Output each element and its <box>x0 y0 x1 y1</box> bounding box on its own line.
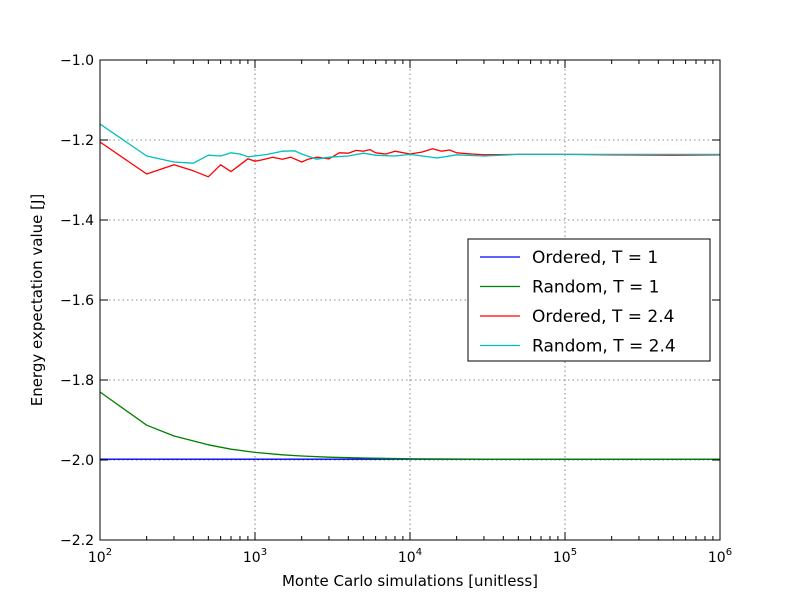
legend: Ordered, T = 1 Random, T = 1 Ordered, T = … <box>467 238 711 362</box>
y-tick-label: −1.2 <box>60 133 94 149</box>
series-group <box>99 123 721 460</box>
x-tick-label: 102 <box>88 547 112 566</box>
y-tick-label: −1.6 <box>60 293 94 309</box>
x-tick-label: 105 <box>553 547 577 566</box>
series-line-4 <box>99 123 720 164</box>
x-tick-label: 103 <box>243 547 267 566</box>
legend-label: Random, T = 2.4 <box>532 337 676 357</box>
x-axis-label: Monte Carlo simulations [unitless] <box>282 572 538 590</box>
x-tick-label: 104 <box>398 547 422 566</box>
legend-box <box>467 238 711 362</box>
legend-label: Random, T = 1 <box>532 278 659 298</box>
y-tick-label: −2.0 <box>60 453 94 469</box>
y-tick-label: −1.4 <box>60 213 94 229</box>
ticks <box>99 59 721 541</box>
series-line-2 <box>99 391 720 460</box>
y-tick-label: −1.8 <box>60 373 94 389</box>
series-line-3 <box>99 141 721 178</box>
legend-label: Ordered, T = 2.4 <box>532 307 674 327</box>
legend-label: Ordered, T = 1 <box>532 248 658 268</box>
y-tick-label: −2.2 <box>60 533 94 549</box>
y-axis-label: Energy expectation value [J] <box>28 194 46 407</box>
tick-labels: 102 103 104 105 106 −1.0 −1.2 −1.4 −1.6 −1.8 −2.0 −… <box>60 53 732 566</box>
x-tick-label: 106 <box>708 547 732 566</box>
y-tick-label: −1.0 <box>60 53 94 69</box>
